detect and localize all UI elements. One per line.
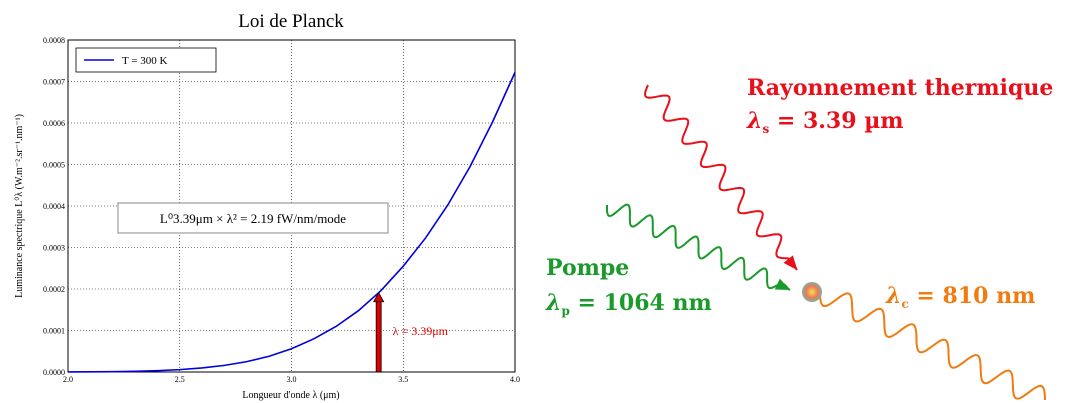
subscript: c — [901, 297, 908, 311]
pump-title: Pompe — [546, 255, 629, 281]
symbol: λ — [746, 108, 762, 134]
symbol: λ — [545, 290, 561, 316]
subscript: s — [762, 122, 769, 136]
chart-title: Loi de Planck — [238, 11, 344, 32]
wavelength-label: λc = 810 nm — [885, 283, 1035, 311]
line-series — [67, 72, 516, 373]
value: = 1064 nm — [570, 290, 712, 316]
arrow-label: λ = 3.39μm — [393, 324, 449, 338]
x-tick-label: 3.0 — [287, 375, 297, 384]
x-axis-label: Longueur d'onde λ (μm) — [242, 390, 339, 401]
y-tick-label: 0.0006 — [43, 119, 65, 128]
y-tick-label: 0.0001 — [43, 327, 65, 336]
wavelength-label: λs = 3.39 µm — [746, 108, 904, 136]
x-tick-label: 4.0 — [510, 375, 520, 384]
arrow-head — [372, 291, 385, 303]
wave — [819, 291, 1046, 401]
legend-label: T = 300 K — [122, 55, 167, 67]
thermal-title: Rayonnement thermique — [747, 75, 1053, 101]
annotation-box — [117, 202, 389, 234]
wave — [644, 84, 798, 271]
x-tick-label: 2.5 — [175, 375, 185, 384]
y-tick-label: 0.0004 — [43, 202, 65, 211]
crystal — [802, 282, 822, 302]
y-tick-label: 0.0007 — [43, 78, 65, 87]
x-tick-label: 2.0 — [63, 375, 73, 384]
wavelength-label: λp = 1064 nm — [545, 290, 712, 318]
plot-frame — [67, 39, 516, 373]
subscript: p — [561, 304, 569, 318]
annotation-text: L⁰3.39μm × λ² = 2.19 fW/nm/mode — [160, 211, 346, 226]
y-tick-label: 0.0003 — [43, 244, 65, 253]
y-tick-label: 0.0005 — [43, 161, 65, 170]
value: = 3.39 µm — [769, 108, 903, 134]
arrow-shaft — [375, 300, 382, 373]
symbol: λ — [885, 283, 901, 309]
wave-arrow — [783, 255, 797, 270]
x-tick-label: 3.5 — [398, 375, 408, 384]
wave — [606, 203, 791, 291]
wave-arrow — [774, 278, 790, 290]
y-tick-label: 0.0000 — [43, 368, 65, 377]
y-axis-label: Luminance spectrique L⁰λ (W.m⁻².sr⁻¹.nm⁻… — [14, 114, 25, 298]
value: = 810 nm — [909, 283, 1036, 309]
y-tick-label: 0.0002 — [43, 285, 65, 294]
y-tick-label: 0.0008 — [43, 36, 65, 45]
